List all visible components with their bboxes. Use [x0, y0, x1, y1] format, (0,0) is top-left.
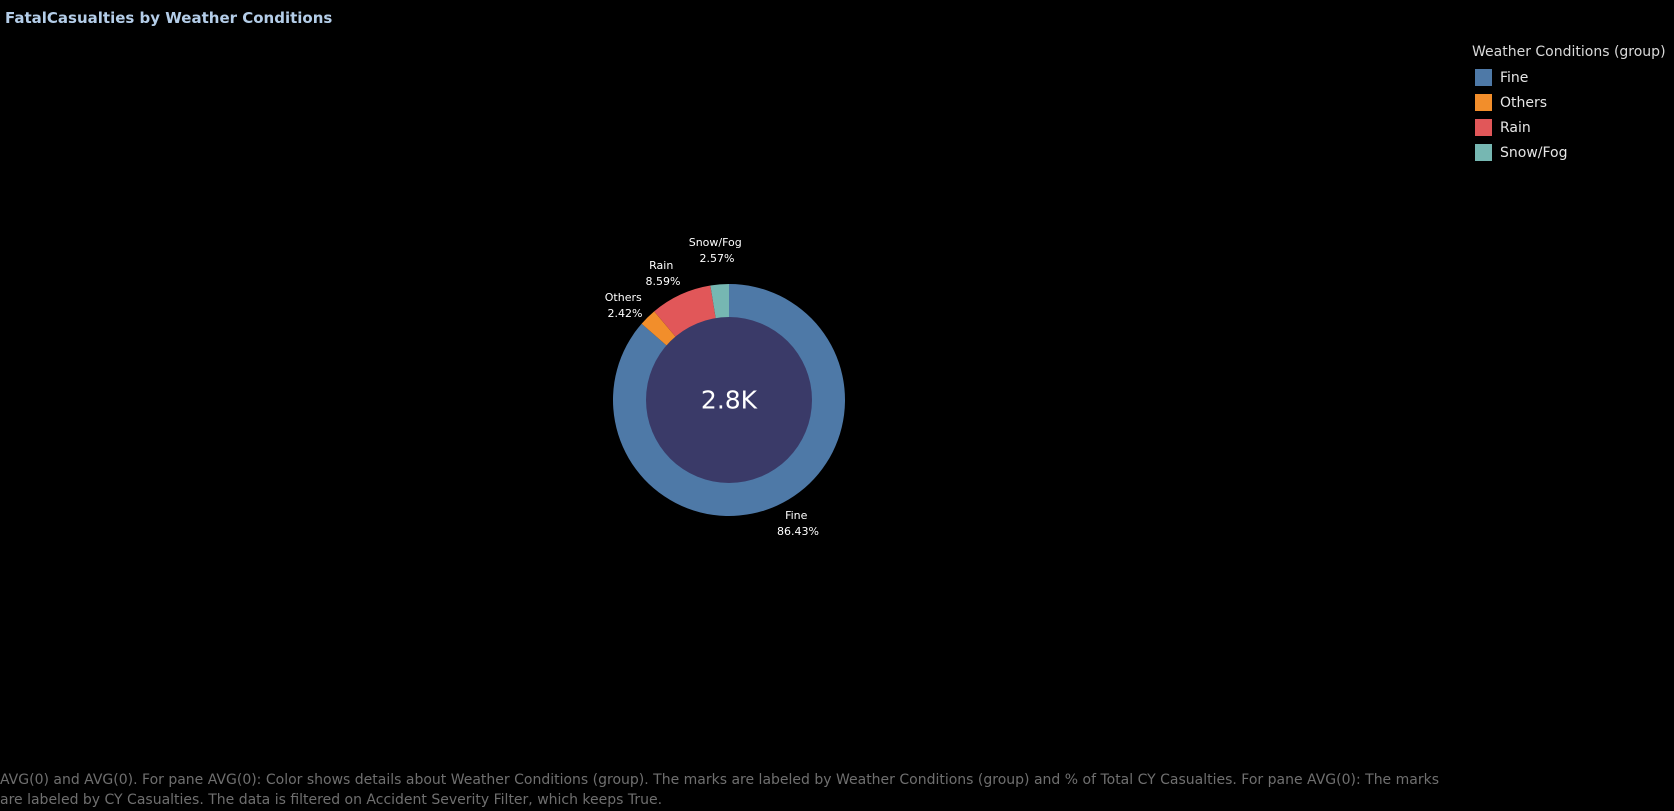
legend-swatch-fine [1475, 69, 1492, 86]
center-total-label: 2.8K [701, 386, 758, 415]
slice-label-fine: Fine 86.43% [777, 509, 819, 538]
legend-item-snow-fog[interactable]: Snow/Fog [1472, 140, 1672, 165]
slice-label-fine-percent: 86.43% [777, 525, 819, 538]
legend-swatch-snow-fog [1475, 144, 1492, 161]
legend-item-fine[interactable]: Fine [1472, 65, 1672, 90]
slice-label-snow-fog: Snow/Fog 2.57% [689, 236, 746, 265]
donut-center-disc [646, 317, 812, 483]
slice-label-others: Others 2.42% [605, 291, 645, 320]
slice-label-snow-fog-percent: 2.57% [700, 252, 735, 265]
slice-label-fine-name: Fine [785, 509, 808, 522]
slice-label-rain-name: Rain [649, 259, 673, 272]
legend-label-rain: Rain [1500, 119, 1531, 136]
legend-swatch-others [1475, 94, 1492, 111]
legend-title: Weather Conditions (group) [1472, 44, 1666, 60]
legend-label-snow-fog: Snow/Fog [1500, 144, 1568, 161]
legend: Weather Conditions (group) Fine Others R… [1472, 44, 1672, 165]
slice-label-rain: Rain 8.59% [646, 259, 681, 288]
chart-caption: AVG(0) and AVG(0). For pane AVG(0): Colo… [0, 772, 1439, 808]
slice-label-others-percent: 2.42% [608, 307, 643, 320]
slice-label-others-name: Others [605, 291, 642, 304]
legend-item-rain[interactable]: Rain [1472, 115, 1672, 140]
slice-label-rain-percent: 8.59% [646, 275, 681, 288]
legend-item-others[interactable]: Others [1472, 90, 1672, 115]
legend-label-fine: Fine [1500, 69, 1529, 86]
legend-swatch-rain [1475, 119, 1492, 136]
slice-label-snow-fog-name: Snow/Fog [689, 236, 742, 249]
legend-label-others: Others [1500, 94, 1548, 111]
chart-title: FatalCasualties by Weather Conditions [5, 9, 333, 27]
